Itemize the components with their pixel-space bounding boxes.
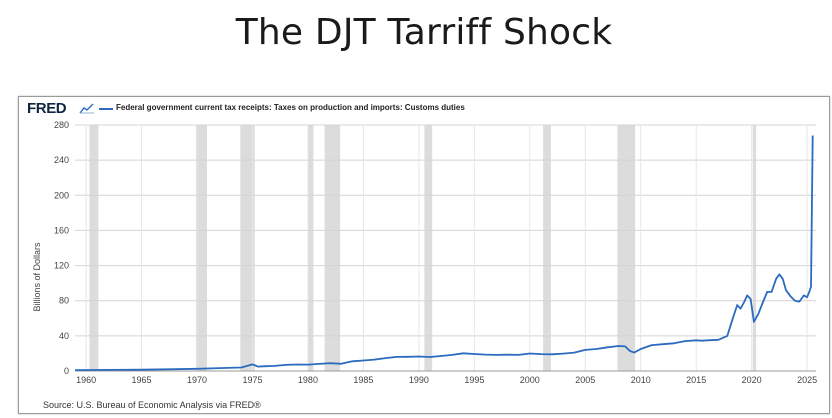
recession-band-6: [543, 125, 551, 371]
line-chart-icon: [79, 103, 94, 114]
source-note: Source: U.S. Bureau of Economic Analysis…: [43, 400, 261, 410]
y-tick-label: 120: [54, 261, 69, 271]
fred-logo[interactable]: FRED: [27, 100, 67, 117]
x-tick-label: 1985: [353, 375, 373, 385]
recession-band-4: [324, 125, 341, 371]
y-tick-label: 240: [54, 155, 69, 165]
x-tick-label: 1965: [132, 375, 152, 385]
y-tick-label: 0: [64, 366, 69, 376]
chart-frame: 0 40 80 120 160 200 240 280 1960 1965 1970 1975 198…: [18, 96, 830, 414]
recession-bands: [89, 125, 757, 371]
page-title: The DJT Tarriff Shock: [235, 12, 613, 53]
y-tick-label: 280: [54, 120, 69, 130]
grid-lines: [75, 124, 816, 372]
x-tick-label: 1960: [76, 375, 96, 385]
recession-band-0: [89, 125, 99, 371]
y-tick-label: 160: [54, 225, 69, 235]
x-tick-label: 2015: [686, 375, 706, 385]
y-tick-label: 200: [54, 190, 69, 200]
legend-swatch: [99, 108, 113, 110]
y-axis-label: Billions of Dollars: [32, 242, 42, 312]
recession-band-8: [752, 125, 757, 371]
x-tick-label: 2025: [797, 375, 817, 385]
x-tick-label: 2020: [742, 375, 762, 385]
recession-band-1: [195, 125, 207, 371]
x-tick-label: 2010: [631, 375, 651, 385]
chart-plot: 0 40 80 120 160 200 240 280 1960 1965 1970 1975 198…: [32, 120, 817, 385]
series-line-0: [74, 135, 814, 371]
y-tick-label: 80: [59, 296, 69, 306]
x-tick-label: 1990: [409, 375, 429, 385]
series-lines: [74, 135, 814, 371]
recession-band-3: [307, 125, 314, 371]
x-tick-label: 2000: [520, 375, 540, 385]
recession-band-7: [617, 125, 636, 371]
x-tick-label: 1995: [464, 375, 484, 385]
recession-band-5: [424, 125, 433, 371]
y-tick-label: 40: [59, 331, 69, 341]
legend-series-name: Federal government current tax receipts:…: [116, 103, 465, 112]
y-tick-labels: 0 40 80 120 160 200 240 280: [54, 120, 69, 376]
x-tick-label: 1975: [242, 375, 262, 385]
x-tick-label: 1980: [298, 375, 318, 385]
x-tick-label: 2005: [575, 375, 595, 385]
x-tick-label: 1970: [187, 375, 207, 385]
x-tick-labels: 1960 1965 1970 1975 1980 1985 1990 1995 2000 2005…: [76, 375, 817, 385]
recession-band-2: [240, 125, 255, 371]
